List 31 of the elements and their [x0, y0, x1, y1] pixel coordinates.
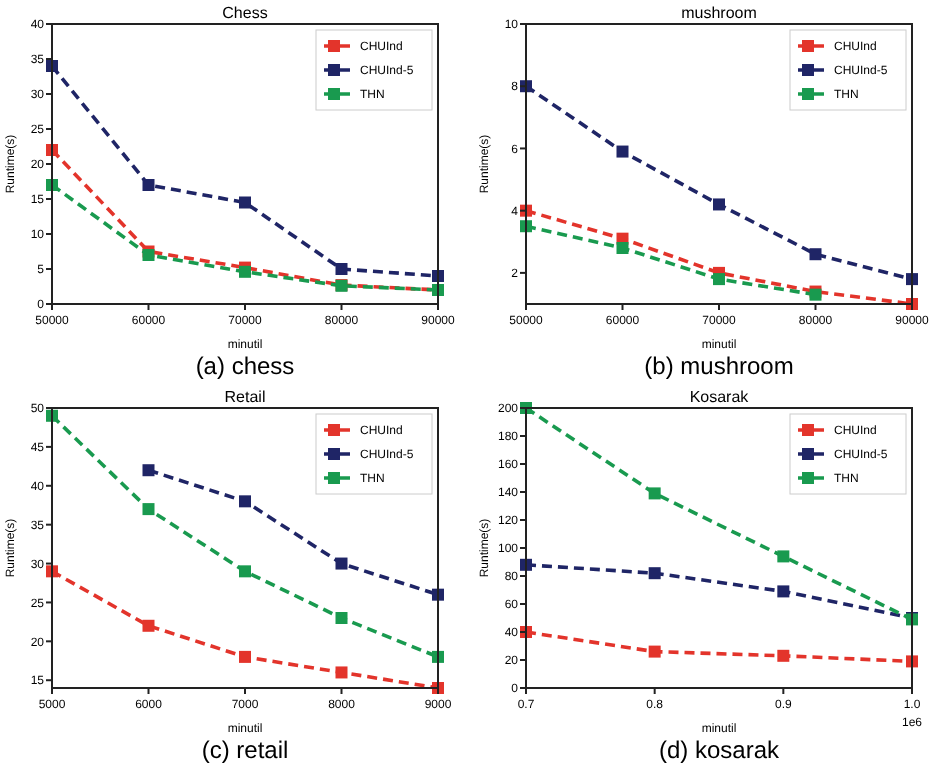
point: [335, 666, 348, 679]
point: [335, 557, 348, 570]
point: [239, 495, 251, 508]
chart-title: mushroom: [681, 4, 758, 22]
point: [239, 196, 251, 209]
point: [648, 567, 661, 580]
point: [777, 649, 790, 662]
text: (c) retail: [201, 736, 289, 764]
point: [713, 198, 725, 211]
point: [616, 145, 629, 158]
point: [777, 585, 790, 598]
chart-title: Retail: [224, 388, 266, 406]
point: [335, 612, 348, 624]
point: [239, 565, 251, 578]
text: (b) mushroom: [644, 352, 794, 380]
point: [142, 179, 155, 191]
point: [648, 487, 661, 500]
point: [239, 650, 251, 663]
point: [713, 273, 725, 286]
point: [616, 242, 629, 254]
point: [142, 619, 155, 632]
point: [142, 464, 155, 477]
text: (a) chess: [195, 352, 295, 380]
point: [777, 550, 790, 563]
point: [335, 263, 348, 275]
point: [809, 248, 822, 261]
text: (d) kosarak: [658, 736, 781, 764]
point: [648, 645, 661, 658]
point: [142, 503, 155, 516]
chart-title: Chess: [222, 4, 268, 22]
chart-title: Kosarak: [689, 388, 751, 406]
